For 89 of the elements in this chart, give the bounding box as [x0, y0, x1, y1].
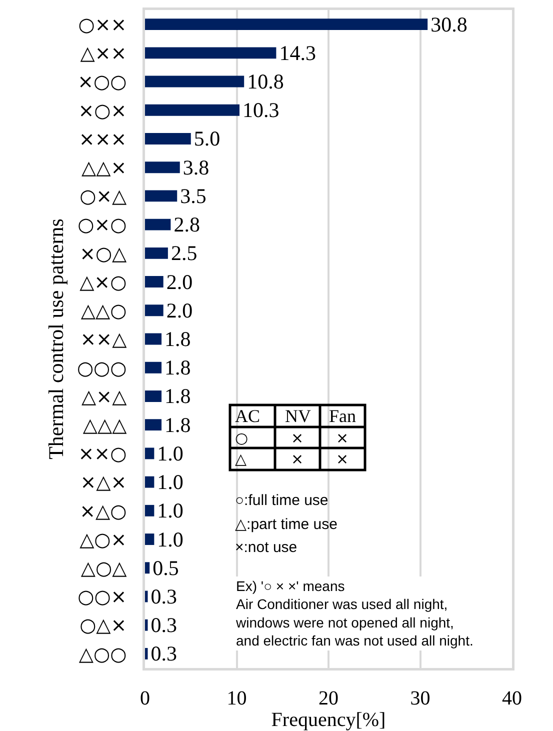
data-label: 1.8 [164, 327, 191, 351]
x-axis-title: Frequency[%] [271, 709, 386, 731]
y-tick-label: ××○ [78, 443, 127, 466]
data-label: 1.0 [157, 441, 184, 466]
data-label: 3.8 [182, 155, 210, 180]
annotation: ○ [235, 429, 248, 447]
y-tick-label: △○○ [78, 643, 127, 666]
bar [145, 362, 162, 374]
bar [145, 390, 162, 402]
annotation: × [336, 450, 349, 468]
data-label: 1.0 [157, 470, 184, 494]
y-tick-label: ○○× [78, 586, 127, 608]
y-tick-label: △○△ [80, 558, 128, 580]
y-tick-label: △×△ [82, 386, 128, 408]
bar [145, 47, 276, 59]
data-label: 1.8 [164, 412, 191, 437]
y-tick-label: ○×× [78, 14, 127, 36]
data-label: 1.8 [164, 384, 191, 408]
bar [145, 76, 244, 88]
y-tick-label: ×○○ [78, 71, 127, 94]
bar [145, 562, 150, 574]
x-tick-label: 10 [226, 688, 247, 710]
annotation: AC [235, 406, 260, 426]
bar [145, 619, 148, 631]
annotation: ×:not use [235, 539, 298, 556]
bar [145, 590, 148, 602]
data-label: 1.8 [164, 356, 191, 380]
data-label: 14.3 [279, 40, 316, 65]
annotation: Ex) '○ × ×' means Air Conditioner was used all night, windows were not opened all night, and electric fan was not used all night. [235, 578, 474, 649]
bar [145, 419, 162, 431]
bar [145, 534, 154, 545]
bar [145, 304, 164, 316]
bar [145, 247, 168, 259]
bar [145, 476, 154, 488]
y-tick-label: ○○○ [76, 357, 127, 380]
bar [145, 276, 164, 288]
data-label: 0.3 [150, 642, 177, 666]
bar [145, 162, 180, 174]
bar [145, 133, 191, 144]
annotation: × [336, 429, 349, 447]
data-label: 0.3 [150, 613, 177, 638]
y-tick-label: △△△ [82, 414, 128, 436]
data-label: 30.8 [430, 12, 468, 36]
annotation: Fan [329, 406, 356, 426]
data-label: 3.5 [180, 184, 206, 208]
data-label: 2.0 [166, 270, 193, 294]
bar [145, 218, 171, 230]
y-tick-label: ○△× [80, 614, 127, 637]
x-tick-label: 20 [318, 688, 338, 710]
bar [145, 504, 154, 516]
y-axis-title: Thermal control use patterns [44, 218, 68, 460]
y-tick-label: ××× [78, 128, 127, 150]
data-label: 0.5 [152, 556, 179, 580]
data-label: 2.8 [174, 212, 200, 237]
data-label: 2.0 [166, 298, 193, 322]
bar [145, 448, 154, 460]
y-tick-label: ○×△ [80, 186, 128, 208]
annotation: △ [235, 450, 247, 468]
bar [145, 190, 178, 202]
data-label: 5.0 [194, 126, 220, 151]
bar [145, 18, 428, 30]
y-tick-label: ×△○ [80, 500, 127, 522]
y-tick-label: ×○△ [80, 242, 128, 265]
y-tick-label: △×× [80, 42, 127, 65]
y-tick-label: ×△× [80, 472, 127, 494]
y-tick-label: △×○ [80, 271, 127, 294]
annotation: ○:full time use [235, 492, 328, 509]
y-tick-label: ××△ [80, 328, 128, 351]
data-label: 1.0 [157, 527, 184, 552]
data-label: 1.0 [157, 498, 184, 523]
bar [145, 648, 148, 660]
y-tick-label: △△× [82, 157, 127, 179]
annotation: △:part time use [235, 516, 338, 533]
y-tick-label: ○×○ [78, 214, 127, 236]
data-label: 10.3 [242, 98, 280, 122]
x-tick-label: 30 [410, 688, 430, 710]
annotation: NV [285, 406, 311, 426]
annotation: × [291, 450, 304, 468]
data-label: 2.5 [170, 241, 198, 266]
y-tick-label: ×○× [78, 100, 127, 122]
y-tick-label: △△○ [80, 300, 127, 322]
bar [145, 104, 240, 116]
x-tick-label: 40 [502, 688, 522, 710]
data-label: 10.8 [247, 70, 284, 94]
annotation: × [291, 429, 304, 447]
y-tick-label: △○× [80, 528, 127, 551]
bar [145, 333, 162, 345]
data-label: 0.3 [150, 584, 177, 608]
x-tick-label: 0 [140, 688, 150, 710]
